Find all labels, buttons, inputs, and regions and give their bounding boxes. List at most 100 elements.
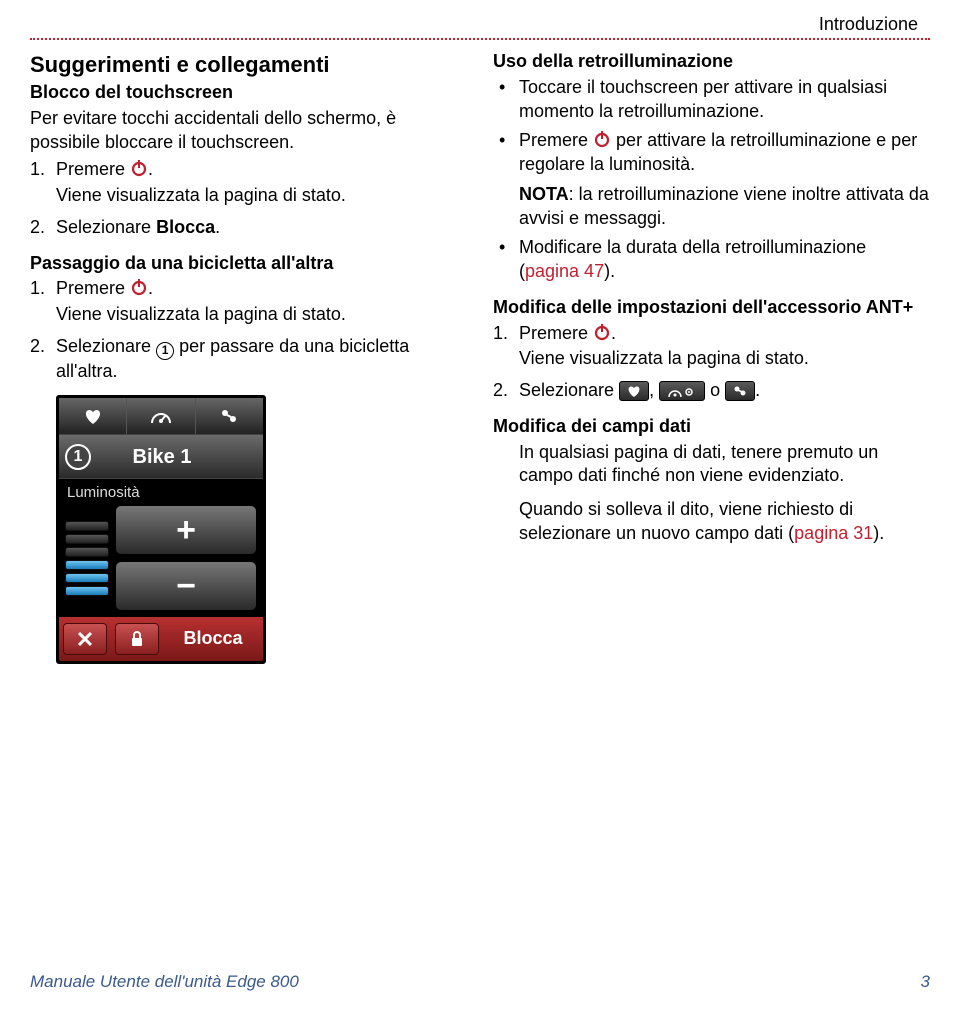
nota-line: NOTA: la retroilluminazione viene inoltr… [519, 183, 930, 231]
luminosity-bar [65, 547, 109, 557]
text: Selezionare [519, 380, 619, 400]
bike-step1-sub: Viene visualizzata la pagina di stato. [56, 303, 467, 327]
pm-buttons: + − [115, 505, 257, 611]
text: Selezionare [56, 336, 156, 356]
luminosity-bar [65, 573, 109, 583]
plus-button[interactable]: + [115, 505, 257, 555]
blocca-button-label[interactable]: Blocca [163, 627, 263, 651]
page-link[interactable]: pagina 31 [794, 523, 873, 543]
fields-p2: Quando si solleva il dito, viene richies… [519, 498, 930, 546]
touch-step1: 1. Premere . [30, 158, 467, 182]
sensors-icon[interactable] [196, 398, 263, 434]
device-screenshot: 1 Bike 1 Luminosità + − Blocca [56, 395, 266, 664]
ant-step2: 2. Selezionare , o . [493, 379, 930, 403]
backlight-h2: Uso della retroilluminazione [493, 50, 930, 74]
gauge-icon[interactable] [127, 398, 195, 434]
luminosity-bars [65, 521, 109, 596]
power-icon [593, 130, 611, 148]
luminosity-bar [65, 521, 109, 531]
heart-button-icon [619, 381, 649, 401]
bullet-body: Premere per attivare la retroilluminazio… [519, 129, 930, 230]
text: Selezionare [56, 217, 156, 237]
header-divider [30, 38, 930, 40]
heart-icon[interactable] [59, 398, 127, 434]
touch-h2: Blocco del touchscreen [30, 81, 467, 105]
close-button[interactable] [63, 623, 107, 655]
step-number: 2. [30, 335, 56, 384]
luminosity-control: + − [59, 505, 263, 617]
bike-step1: 1. Premere . [30, 277, 467, 301]
page-number: 3 [921, 972, 930, 992]
ant-h2: Modifica delle impostazioni dell'accesso… [493, 296, 930, 320]
content-columns: Suggerimenti e collegamenti Blocco del t… [30, 50, 930, 664]
text: : la retroilluminazione viene inoltre at… [519, 184, 929, 228]
touch-desc: Per evitare tocchi accidentali dello sch… [30, 107, 467, 155]
gauge-button-icon [659, 381, 705, 401]
bullet-body: Toccare il touchscreen per attivare in q… [519, 76, 930, 124]
page-link[interactable]: pagina 47 [525, 261, 604, 281]
block-bike: Passaggio da una bicicletta all'altra 1.… [30, 252, 467, 384]
ant-step1: 1. Premere . [493, 322, 930, 346]
power-icon [593, 323, 611, 341]
text: . [148, 159, 153, 179]
bike-number-circle: 1 [65, 444, 91, 470]
luminosity-bar [65, 586, 109, 596]
bullet: • [493, 236, 519, 284]
step-body: Selezionare Blocca. [56, 216, 467, 240]
touch-step1-sub: Viene visualizzata la pagina di stato. [56, 184, 467, 208]
step-number: 1. [30, 158, 56, 182]
ant-step1-sub: Viene visualizzata la pagina di stato. [519, 347, 930, 371]
step-number: 1. [30, 277, 56, 301]
nota-label: NOTA [519, 184, 569, 204]
luminosity-bar [65, 560, 109, 570]
text: . [755, 380, 760, 400]
text: Premere [56, 159, 130, 179]
step-body: Premere . [519, 322, 930, 346]
block-fields: Modifica dei campi dati In qualsiasi pag… [493, 415, 930, 546]
step-body: Selezionare , o . [519, 379, 930, 403]
backlight-b2: • Premere per attivare la retroilluminaz… [493, 129, 930, 230]
footer-title: Manuale Utente dell'unità Edge 800 [30, 972, 299, 992]
fields-p1: In qualsiasi pagina di dati, tenere prem… [519, 441, 930, 489]
touch-step2: 2. Selezionare Blocca. [30, 216, 467, 240]
step-body: Premere . [56, 158, 467, 182]
text: Premere [519, 323, 593, 343]
text: , [649, 380, 659, 400]
step-number: 2. [493, 379, 519, 403]
bullet-body: Modificare la durata della retroillumina… [519, 236, 930, 284]
sensors-button-icon [725, 381, 755, 401]
luminosita-label: Luminosità [59, 479, 263, 505]
bike-h2: Passaggio da una bicicletta all'altra [30, 252, 467, 276]
blocca-label: Blocca [156, 217, 215, 237]
backlight-b3: • Modificare la durata della retroillumi… [493, 236, 930, 284]
step-body: Premere . [56, 277, 467, 301]
block-backlight: Uso della retroilluminazione • Toccare i… [493, 50, 930, 284]
step-body: Selezionare 1 per passare da una bicicle… [56, 335, 467, 384]
bullet: • [493, 76, 519, 124]
bike-label: Bike 1 [91, 444, 233, 470]
power-icon [130, 278, 148, 296]
block-touchscreen: Blocco del touchscreen Per evitare tocch… [30, 81, 467, 240]
step-number: 2. [30, 216, 56, 240]
text: . [148, 278, 153, 298]
power-icon [130, 159, 148, 177]
circled-one-icon: 1 [156, 342, 174, 360]
right-column: Uso della retroilluminazione • Toccare i… [493, 50, 930, 664]
minus-button[interactable]: − [115, 561, 257, 611]
step-number: 1. [493, 322, 519, 346]
device-bottombar: Blocca [59, 617, 263, 661]
device-topbar [59, 398, 263, 435]
text: ). [873, 523, 884, 543]
text: . [215, 217, 220, 237]
device-bike-row[interactable]: 1 Bike 1 [59, 435, 263, 479]
left-column: Suggerimenti e collegamenti Blocco del t… [30, 50, 467, 664]
bike-step2: 2. Selezionare 1 per passare da una bici… [30, 335, 467, 384]
lock-icon[interactable] [115, 623, 159, 655]
luminosity-bar [65, 534, 109, 544]
page-footer: Manuale Utente dell'unità Edge 800 3 [30, 972, 930, 992]
text: o [710, 380, 725, 400]
left-h1: Suggerimenti e collegamenti [30, 50, 467, 79]
text: Premere [56, 278, 130, 298]
text: ). [604, 261, 615, 281]
block-ant: Modifica delle impostazioni dell'accesso… [493, 296, 930, 403]
